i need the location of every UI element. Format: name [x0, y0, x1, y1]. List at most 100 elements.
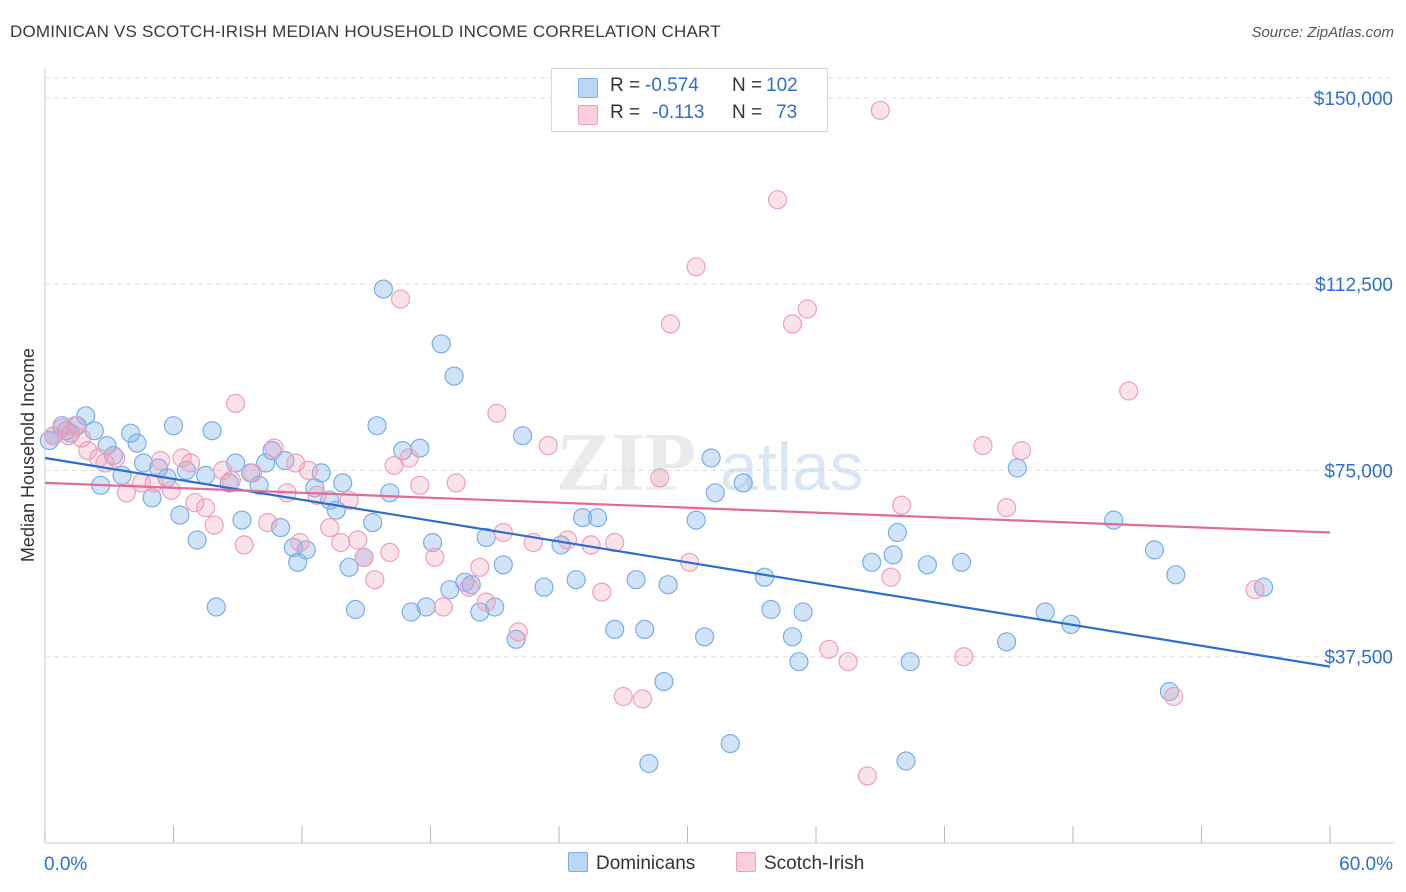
point-scotch-irish	[650, 468, 670, 488]
point-scotch-irish	[1119, 381, 1139, 401]
point-scotch-irish	[181, 453, 201, 473]
point-dominicans	[654, 671, 674, 692]
point-scotch-irish	[65, 416, 85, 436]
stats-legend: R = -0.574 N = 102 R = -0.113 N = 73	[551, 68, 828, 132]
y-tick-label: $75,000	[1324, 461, 1393, 482]
point-dominicans	[506, 629, 526, 649]
grid-lines	[45, 77, 1395, 658]
point-scotch-irish	[320, 517, 340, 538]
point-dominicans	[423, 532, 443, 553]
point-scotch-irish	[264, 438, 284, 458]
point-scotch-irish	[106, 448, 126, 468]
point-dominicans	[534, 577, 554, 597]
legend-swatch-dominicans	[568, 852, 588, 872]
point-scotch-irish	[487, 403, 507, 423]
point-dominicans	[733, 473, 753, 493]
x-tick-label-min: 0.0%	[44, 854, 87, 875]
trend-line-dominicans	[44, 456, 1331, 668]
point-scotch-irish	[870, 100, 890, 120]
point-scotch-irish	[857, 766, 878, 786]
legend-item-dominicans[interactable]: Dominicans	[568, 852, 695, 875]
point-scotch-irish	[433, 597, 453, 617]
point-scotch-irish	[234, 535, 254, 555]
point-dominicans	[782, 627, 803, 647]
point-dominicans	[900, 652, 920, 672]
point-dominicans	[917, 555, 938, 575]
point-scotch-irish	[354, 547, 374, 568]
y-tick-labels: $37,500 $75,000 $112,500 $150,000	[1314, 89, 1393, 669]
point-dominicans	[232, 510, 252, 530]
point-dominicans	[76, 406, 96, 426]
point-scotch-irish	[78, 441, 98, 461]
point-dominicans	[1007, 458, 1027, 478]
y-tick-label: $112,500	[1315, 275, 1393, 296]
n-value: 73	[776, 102, 798, 123]
legend-label-scotch-irish: Scotch-Irish	[764, 853, 865, 874]
point-dominicans	[249, 475, 269, 495]
point-scotch-irish	[1164, 686, 1184, 707]
point-dominicans	[793, 602, 813, 622]
point-dominicans	[635, 619, 655, 640]
point-dominicans	[262, 441, 282, 461]
point-scotch-irish	[892, 495, 912, 515]
watermark-zip: ZIP	[556, 416, 696, 509]
axes	[44, 68, 1395, 844]
point-dominicans	[626, 570, 646, 590]
point-scotch-irish	[226, 393, 246, 413]
point-scotch-irish	[686, 257, 706, 277]
point-dominicans	[444, 366, 464, 386]
point-scotch-irish	[838, 652, 858, 672]
point-dominicans	[862, 552, 882, 572]
point-dominicans	[333, 473, 353, 493]
point-scotch-irish	[1245, 580, 1265, 600]
point-scotch-irish	[196, 498, 216, 518]
legend-swatch-scotch-irish	[736, 852, 756, 872]
point-dominicans	[440, 580, 460, 600]
point-scotch-irish	[446, 473, 466, 493]
n-value: 102	[766, 75, 798, 96]
point-dominicans	[887, 522, 908, 543]
point-scotch-irish	[185, 493, 205, 513]
point-dominicans	[401, 602, 421, 622]
points-dominicans	[39, 279, 1274, 774]
point-dominicans	[639, 753, 659, 774]
point-scotch-irish	[151, 450, 171, 471]
point-scotch-irish	[348, 530, 368, 550]
point-dominicans	[1104, 510, 1124, 530]
y-tick-label: $150,000	[1314, 89, 1393, 110]
point-dominicans	[461, 575, 481, 595]
watermark: ZIP atlas	[556, 416, 864, 509]
point-dominicans	[416, 597, 436, 617]
point-dominicans	[345, 599, 366, 620]
source-attribution: Source: ZipAtlas.com	[1251, 24, 1394, 41]
point-scotch-irish	[538, 436, 558, 456]
point-dominicans	[789, 652, 809, 672]
point-dominicans	[883, 545, 903, 565]
point-dominicans	[187, 530, 207, 550]
point-scotch-irish	[425, 547, 445, 568]
point-scotch-irish	[380, 542, 400, 563]
y-axis-label: Median Household Income	[18, 348, 38, 562]
trend-line-scotch-irish	[44, 481, 1331, 534]
point-dominicans	[410, 438, 430, 458]
watermark-atlas: atlas	[720, 429, 864, 505]
point-dominicans	[896, 751, 916, 771]
point-scotch-irish	[613, 686, 633, 707]
point-scotch-irish	[508, 622, 528, 642]
point-dominicans	[206, 597, 226, 617]
point-dominicans	[470, 602, 490, 622]
chart-title: DOMINICAN VS SCOTCH-IRISH MEDIAN HOUSEHO…	[10, 22, 721, 41]
point-scotch-irish	[996, 498, 1017, 518]
point-dominicans	[1166, 565, 1186, 585]
point-scotch-irish	[1011, 441, 1032, 461]
legend-item-scotch-irish[interactable]: Scotch-Irish	[736, 852, 864, 875]
point-dominicans	[196, 465, 216, 485]
point-dominicans	[996, 632, 1017, 652]
point-dominicans	[296, 540, 316, 560]
point-dominicans	[170, 505, 190, 525]
point-dominicans	[701, 448, 721, 468]
point-scotch-irish	[782, 314, 803, 334]
point-dominicans	[587, 507, 608, 528]
point-dominicans	[431, 334, 451, 354]
